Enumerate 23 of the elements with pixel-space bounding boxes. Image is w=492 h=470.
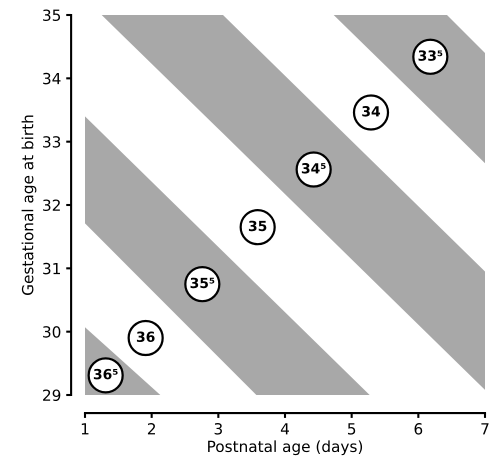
annotation: 33⁵ xyxy=(418,50,442,61)
x-tick-label: 4 xyxy=(280,423,290,434)
x-tick-label: 7 xyxy=(481,423,489,434)
annotation: 35⁵ xyxy=(190,278,214,288)
y-tick-label: 29 xyxy=(43,389,60,402)
x-tick-label: 2 xyxy=(148,423,155,434)
x-axis-title: Postnatal age (days) xyxy=(208,440,362,456)
annotation: 34⁵ xyxy=(302,163,326,174)
x-tick-label: 5 xyxy=(348,423,356,435)
y-tick-label: 32 xyxy=(43,199,60,212)
y-axis-title: Gestational age at birth xyxy=(22,115,36,295)
y-tick-label: 34 xyxy=(43,72,61,84)
y-tick-label: 31 xyxy=(43,262,60,274)
annotation: 36⁵ xyxy=(94,368,118,380)
y-tick-label: 33 xyxy=(43,136,60,148)
x-tick-label: 3 xyxy=(214,423,222,435)
annotation: 36 xyxy=(136,332,155,342)
annotation: 35 xyxy=(248,220,266,232)
y-tick-label: 30 xyxy=(43,326,60,338)
x-tick-label: 1 xyxy=(82,423,88,434)
x-tick-label: 6 xyxy=(414,423,422,435)
y-tick-label: 35 xyxy=(43,9,60,22)
annotation: 34 xyxy=(362,106,380,117)
